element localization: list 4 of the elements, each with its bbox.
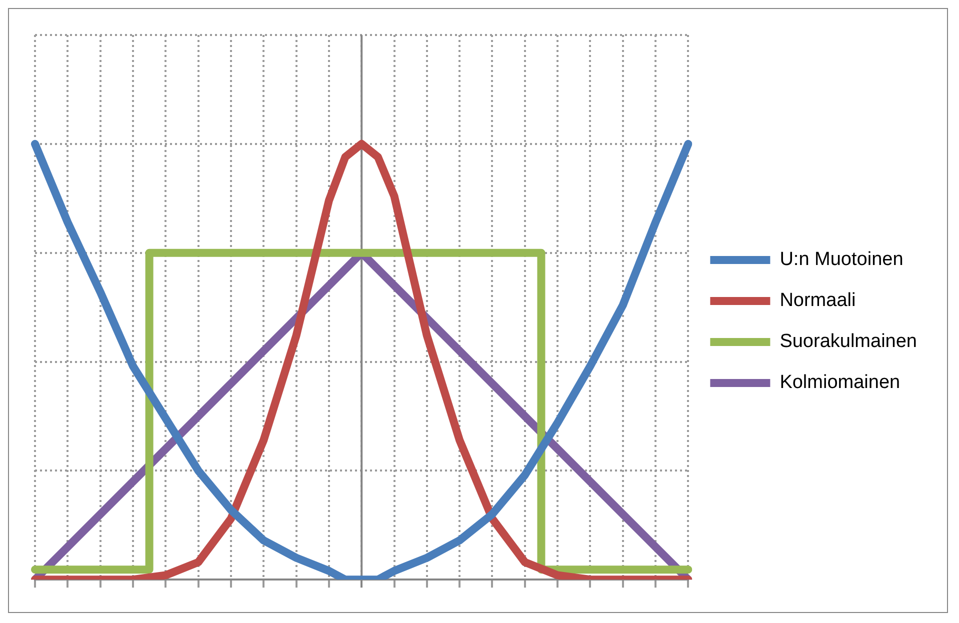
legend-label: U:n Muotoinen (780, 249, 904, 270)
legend-label: Normaali (780, 290, 856, 312)
legend-label: Suorakulmainen (780, 331, 918, 352)
legend-label: Kolmiomainen (780, 372, 900, 394)
